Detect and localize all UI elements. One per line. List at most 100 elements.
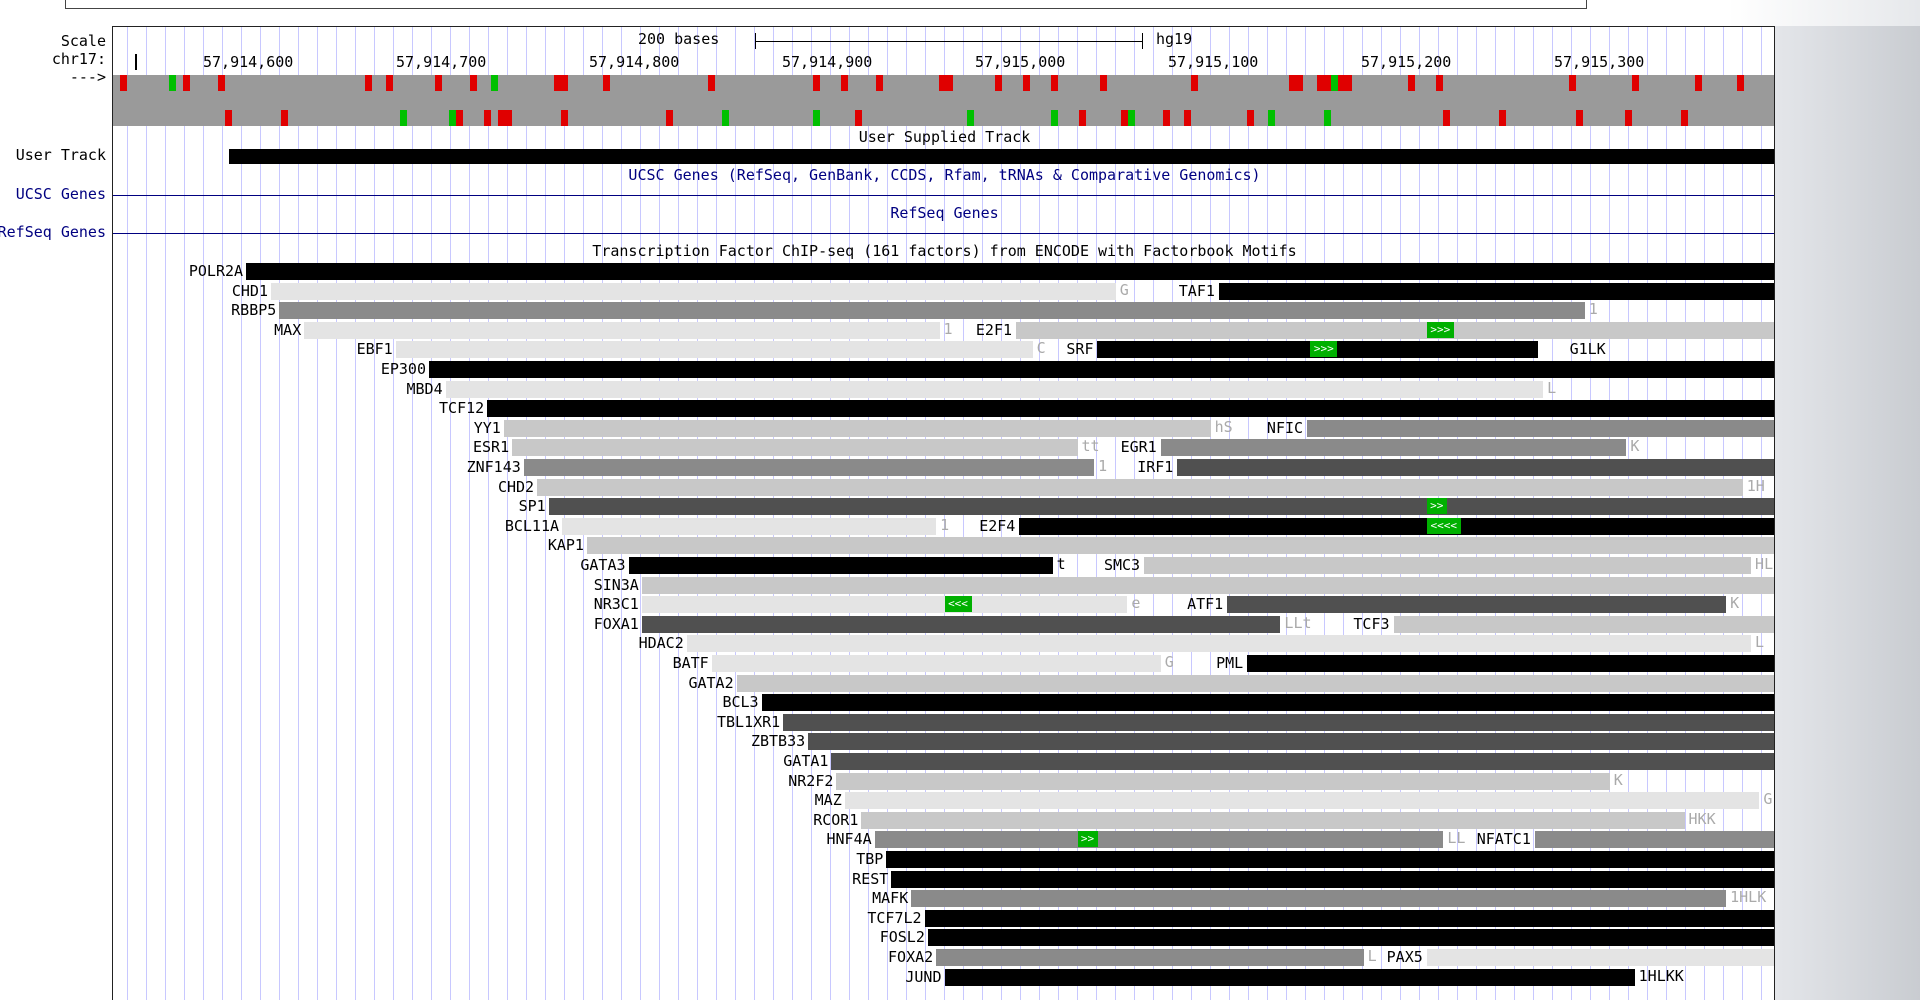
ruler-label: 57,914,900	[782, 53, 873, 71]
tf-cluster-bar[interactable]	[512, 439, 1078, 457]
tf-cluster-bar[interactable]	[1218, 282, 1774, 300]
motif-marker[interactable]: >>	[1077, 831, 1098, 848]
tf-cluster-bar[interactable]	[936, 949, 1364, 966]
tf-label: EBF1	[356, 340, 393, 359]
tf-cell-letters: 1HLK	[1730, 888, 1767, 907]
tf-cluster-bar[interactable]	[503, 419, 1211, 437]
refseq-genes-label[interactable]: RefSeq Genes	[0, 223, 106, 241]
tf-cluster-bar[interactable]	[487, 400, 1774, 418]
user-track-title: User Supplied Track	[858, 128, 1031, 146]
tf-cluster-bar[interactable]	[783, 713, 1774, 731]
base-mark	[855, 110, 862, 126]
tf-cluster-bar[interactable]	[562, 517, 937, 535]
tf-cluster-bar[interactable]	[1426, 949, 1774, 966]
ucsc-genes-label[interactable]: UCSC Genes	[15, 185, 106, 203]
tf-cluster-bar[interactable]	[395, 341, 1033, 359]
tf-label: TCF12	[439, 399, 485, 418]
grid-line	[488, 27, 489, 1000]
tf-label: TCF3	[1353, 614, 1390, 633]
tf-cluster-bar[interactable]	[1160, 439, 1627, 457]
tf-cluster-bar[interactable]	[1247, 655, 1774, 672]
tf-cluster-bar[interactable]	[279, 302, 1585, 320]
tf-cluster-bar[interactable]	[927, 929, 1774, 947]
grid-line	[450, 27, 451, 1000]
tf-cluster-bar[interactable]	[1393, 615, 1774, 633]
tf-cluster-bar[interactable]	[1534, 831, 1774, 849]
tf-cell-letters: LL	[1447, 829, 1466, 848]
tf-cell-letters: L	[1547, 378, 1557, 397]
tf-cluster-bar[interactable]	[861, 811, 1685, 829]
tf-cluster-bar[interactable]	[736, 674, 1774, 692]
tf-cluster-bar[interactable]	[924, 909, 1774, 927]
tf-cluster-bar[interactable]	[844, 792, 1760, 810]
base-mark	[365, 75, 372, 91]
tf-cluster-bar[interactable]	[891, 870, 1774, 888]
motif-marker[interactable]: <<<<	[1426, 517, 1461, 534]
motif-marker[interactable]: >>>	[1426, 321, 1454, 338]
tf-cluster-bar[interactable]	[711, 655, 1161, 672]
tf-cluster-bar[interactable]	[1227, 596, 1727, 614]
tf-cluster-bar[interactable]	[911, 890, 1727, 908]
user-track-label[interactable]: User Track	[15, 146, 106, 164]
tf-cluster-bar[interactable]	[761, 694, 1774, 712]
base-mark	[484, 110, 491, 126]
tf-label: NFATC1	[1476, 830, 1531, 849]
tf-cluster-bar[interactable]	[628, 557, 1053, 574]
grid-line	[336, 27, 337, 1000]
tf-cluster-bar[interactable]	[586, 537, 1774, 555]
motif-marker[interactable]: <<<	[944, 596, 972, 613]
tf-cluster-bar[interactable]	[1144, 557, 1752, 574]
tf-label: TBL1XR1	[716, 712, 781, 731]
tf-cluster-bar[interactable]	[304, 321, 940, 339]
tf-label: RCOR1	[813, 810, 859, 829]
tf-cluster-bar[interactable]	[1307, 419, 1774, 437]
tf-cluster-bar[interactable]	[641, 615, 1281, 633]
tf-cluster-bar[interactable]	[548, 498, 1774, 516]
tf-cluster-bar[interactable]	[641, 576, 1774, 594]
grid-line	[374, 27, 375, 1000]
tf-cluster-bar[interactable]	[808, 733, 1774, 751]
tf-cluster-bar[interactable]	[246, 263, 1774, 280]
base-mark	[1625, 110, 1632, 126]
base-mark	[1408, 75, 1415, 91]
tf-cluster-bar[interactable]	[445, 380, 1544, 398]
motif-marker[interactable]: >>	[1426, 498, 1447, 515]
user-track-bar[interactable]	[229, 149, 1774, 164]
tf-cluster-bar[interactable]	[1019, 517, 1774, 535]
base-mark	[561, 75, 568, 91]
grid-line	[260, 27, 261, 1000]
tf-cluster-bar[interactable]	[944, 968, 1635, 986]
base-mark	[456, 110, 463, 126]
grid-line	[241, 27, 242, 1000]
tf-label: E2F4	[979, 516, 1016, 535]
tf-cluster-bar[interactable]	[836, 772, 1610, 790]
base-mark	[491, 75, 498, 91]
tf-cluster-bar[interactable]	[270, 282, 1116, 300]
base-mark	[1436, 75, 1443, 91]
tf-cell-letters: K	[1613, 770, 1623, 789]
tf-label: SRF	[1066, 340, 1094, 359]
tf-cluster-bar[interactable]	[1177, 459, 1774, 476]
tf-cluster-bar[interactable]	[428, 361, 1774, 378]
tf-label: SIN3A	[593, 575, 639, 594]
tf-cluster-bar[interactable]	[537, 478, 1743, 496]
tf-label: BCL3	[722, 693, 759, 712]
tf-label: NR3C1	[593, 595, 639, 614]
base-mark	[505, 110, 512, 126]
motif-marker[interactable]: >>>	[1310, 341, 1338, 358]
tf-cluster-bar[interactable]	[1016, 321, 1774, 339]
tf-label: TBP	[856, 850, 884, 868]
tf-cluster-bar[interactable]	[641, 596, 1128, 614]
tf-label: GATA1	[783, 752, 829, 770]
tf-cluster-bar[interactable]	[523, 459, 1095, 476]
genome-browser-image[interactable]: 200 bases hg19 57,914,600 57,914,700 57,…	[112, 26, 1775, 1000]
base-mark	[1128, 110, 1135, 126]
tf-cluster-bar[interactable]	[874, 831, 1444, 849]
base-mark	[722, 110, 729, 126]
tf-cluster-bar[interactable]	[831, 753, 1774, 770]
tf-cluster-bar[interactable]	[886, 851, 1774, 868]
tf-cluster-bar[interactable]	[686, 635, 1752, 653]
refseq-genes-title: RefSeq Genes	[890, 204, 999, 222]
tf-cell-letters: HKK	[1688, 809, 1716, 828]
tf-cell-letters: L	[1755, 633, 1765, 652]
